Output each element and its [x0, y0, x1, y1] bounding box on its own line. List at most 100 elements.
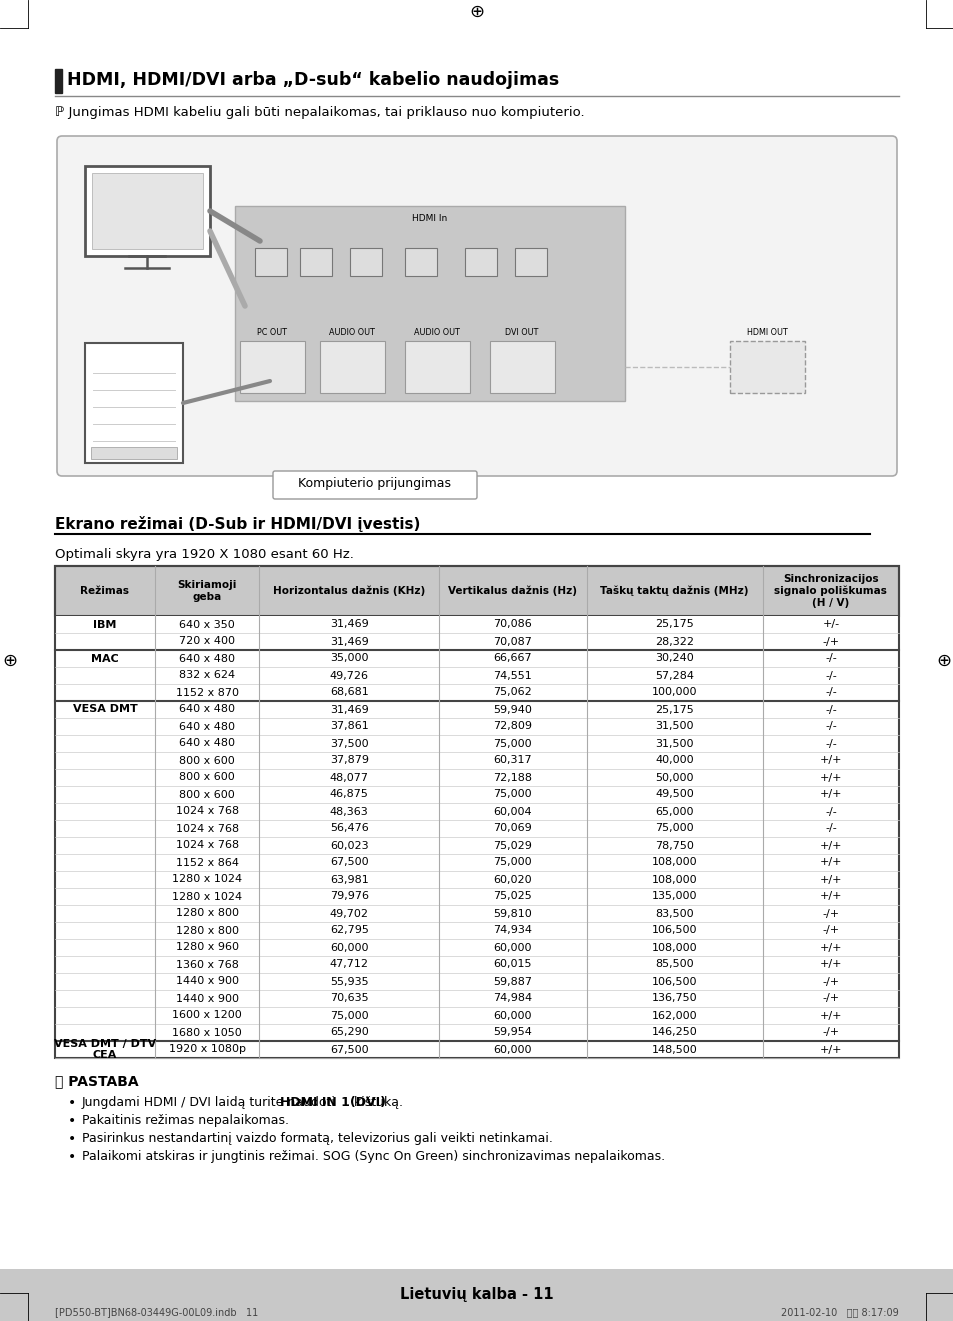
Text: AUDIO OUT: AUDIO OUT — [329, 328, 375, 337]
Text: +/+: +/+ — [819, 1045, 841, 1054]
Text: 70,087: 70,087 — [493, 637, 532, 646]
Text: -/+: -/+ — [821, 993, 839, 1004]
Text: Palaikomi atskiras ir jungtinis režimai. SOG (Sync On Green) sinchronizavimas ne: Palaikomi atskiras ir jungtinis režimai.… — [82, 1151, 664, 1162]
Text: 640 x 350: 640 x 350 — [179, 620, 234, 630]
Text: 75,025: 75,025 — [493, 892, 532, 901]
Text: 75,000: 75,000 — [493, 790, 532, 799]
Bar — [490, 341, 555, 394]
Bar — [55, 734, 898, 752]
Text: -/+: -/+ — [821, 926, 839, 935]
Text: 49,702: 49,702 — [330, 909, 368, 918]
Text: Jungdami HDMI / DVI laidą turite naudoti: Jungdami HDMI / DVI laidą turite naudoti — [82, 1096, 339, 1110]
Text: +/+: +/+ — [819, 942, 841, 952]
Bar — [515, 248, 546, 276]
Text: 47,712: 47,712 — [330, 959, 368, 970]
Text: +/+: +/+ — [819, 1011, 841, 1021]
Text: 78,750: 78,750 — [655, 840, 694, 851]
Text: 1152 x 870: 1152 x 870 — [175, 687, 238, 697]
Text: 640 x 480: 640 x 480 — [179, 738, 235, 749]
Text: 66,667: 66,667 — [493, 654, 532, 663]
Text: 75,000: 75,000 — [655, 823, 693, 834]
Text: 74,934: 74,934 — [493, 926, 532, 935]
Text: 75,000: 75,000 — [493, 738, 532, 749]
Text: 1600 x 1200: 1600 x 1200 — [172, 1011, 242, 1021]
Text: Ekrano režimai (D-Sub ir HDMI/DVI įvestis): Ekrano režimai (D-Sub ir HDMI/DVI įvesti… — [55, 517, 420, 532]
Bar — [55, 853, 898, 871]
Text: +/+: +/+ — [819, 840, 841, 851]
Bar — [55, 565, 898, 1058]
Text: 108,000: 108,000 — [651, 942, 697, 952]
Text: 148,500: 148,500 — [651, 1045, 697, 1054]
Text: 59,954: 59,954 — [493, 1028, 532, 1037]
Text: 1440 x 900: 1440 x 900 — [175, 993, 238, 1004]
Text: 106,500: 106,500 — [651, 976, 697, 987]
Text: Kompiuterio prijungimas: Kompiuterio prijungimas — [298, 477, 451, 490]
Text: 70,635: 70,635 — [330, 993, 368, 1004]
Text: -/+: -/+ — [821, 976, 839, 987]
Text: 57,284: 57,284 — [655, 671, 694, 680]
Text: +/+: +/+ — [819, 892, 841, 901]
Text: Horizontalus dažnis (KHz): Horizontalus dažnis (KHz) — [273, 585, 425, 596]
Bar — [55, 922, 898, 939]
Text: 800 x 600: 800 x 600 — [179, 790, 234, 799]
Text: Pasirinkus nestandartinį vaizdo formatą, televizorius gali veikti netinkamai.: Pasirinkus nestandartinį vaizdo formatą,… — [82, 1132, 553, 1145]
Bar — [55, 565, 898, 616]
Text: 60,000: 60,000 — [493, 1045, 532, 1054]
Bar — [55, 939, 898, 956]
Text: +/+: +/+ — [819, 790, 841, 799]
Bar — [0, 1269, 953, 1321]
Text: 60,015: 60,015 — [493, 959, 532, 970]
Text: IBM: IBM — [93, 620, 116, 630]
Bar — [240, 341, 305, 394]
FancyBboxPatch shape — [273, 472, 476, 499]
Text: 75,000: 75,000 — [493, 857, 532, 868]
Text: 60,000: 60,000 — [330, 942, 368, 952]
Text: 67,500: 67,500 — [330, 1045, 368, 1054]
Text: 37,879: 37,879 — [330, 756, 368, 765]
Bar — [55, 650, 898, 667]
Bar — [254, 248, 287, 276]
Text: •: • — [68, 1132, 76, 1147]
Text: -/-: -/- — [824, 654, 836, 663]
Bar — [55, 633, 898, 650]
Text: Optimali skyra yra 1920 X 1080 esant 60 Hz.: Optimali skyra yra 1920 X 1080 esant 60 … — [55, 548, 354, 561]
Text: -/-: -/- — [824, 807, 836, 816]
Text: -/+: -/+ — [821, 637, 839, 646]
Text: 📣 PASTABA: 📣 PASTABA — [55, 1074, 138, 1089]
Bar — [405, 248, 436, 276]
Bar — [55, 803, 898, 820]
Text: 106,500: 106,500 — [651, 926, 697, 935]
Text: 1280 x 800: 1280 x 800 — [175, 926, 238, 935]
Text: 60,317: 60,317 — [493, 756, 532, 765]
Text: 30,240: 30,240 — [655, 654, 693, 663]
Text: VESA DMT: VESA DMT — [72, 704, 137, 715]
Text: 70,086: 70,086 — [493, 620, 532, 630]
Text: +/+: +/+ — [819, 773, 841, 782]
Text: Sinchronizacijos
signalo poliškumas
(H / V): Sinchronizacijos signalo poliškumas (H /… — [774, 575, 886, 608]
Text: 1024 x 768: 1024 x 768 — [175, 840, 238, 851]
Text: 832 x 624: 832 x 624 — [179, 671, 235, 680]
Text: Lietuvių kalba - 11: Lietuvių kalba - 11 — [399, 1287, 554, 1303]
Text: 48,363: 48,363 — [330, 807, 368, 816]
Text: 85,500: 85,500 — [655, 959, 693, 970]
Text: 75,000: 75,000 — [330, 1011, 368, 1021]
Bar — [55, 820, 898, 838]
Text: PC OUT: PC OUT — [256, 328, 287, 337]
Text: 65,290: 65,290 — [330, 1028, 368, 1037]
Text: 31,469: 31,469 — [330, 704, 368, 715]
Bar — [55, 974, 898, 989]
Text: 1440 x 900: 1440 x 900 — [175, 976, 238, 987]
Bar — [234, 206, 624, 402]
Text: 72,188: 72,188 — [493, 773, 532, 782]
Text: ⊕: ⊕ — [469, 3, 484, 21]
Text: 1280 x 1024: 1280 x 1024 — [172, 892, 242, 901]
Text: -/-: -/- — [824, 687, 836, 697]
Text: 63,981: 63,981 — [330, 875, 368, 885]
Text: •: • — [68, 1114, 76, 1128]
Text: 1152 x 864: 1152 x 864 — [175, 857, 238, 868]
Bar — [55, 905, 898, 922]
Text: 59,887: 59,887 — [493, 976, 532, 987]
Bar — [319, 341, 385, 394]
Bar — [299, 248, 332, 276]
Text: 60,020: 60,020 — [493, 875, 532, 885]
